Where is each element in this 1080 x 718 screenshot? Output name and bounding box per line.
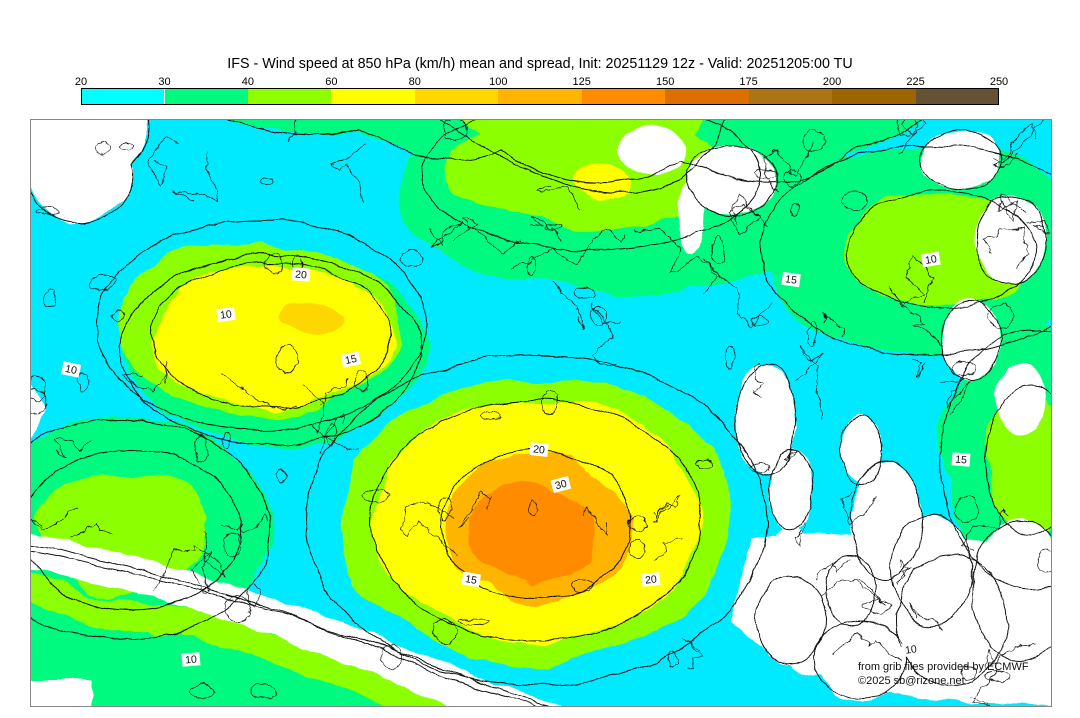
svg-text:10: 10: [924, 253, 938, 267]
svg-text:15: 15: [955, 454, 968, 467]
svg-text:10: 10: [904, 643, 917, 657]
svg-text:20: 20: [645, 573, 658, 586]
svg-text:20: 20: [295, 269, 308, 282]
svg-text:15: 15: [784, 273, 797, 287]
svg-text:10: 10: [219, 308, 232, 322]
svg-text:20: 20: [533, 443, 546, 456]
svg-text:10: 10: [185, 654, 198, 667]
svg-text:15: 15: [464, 573, 478, 587]
